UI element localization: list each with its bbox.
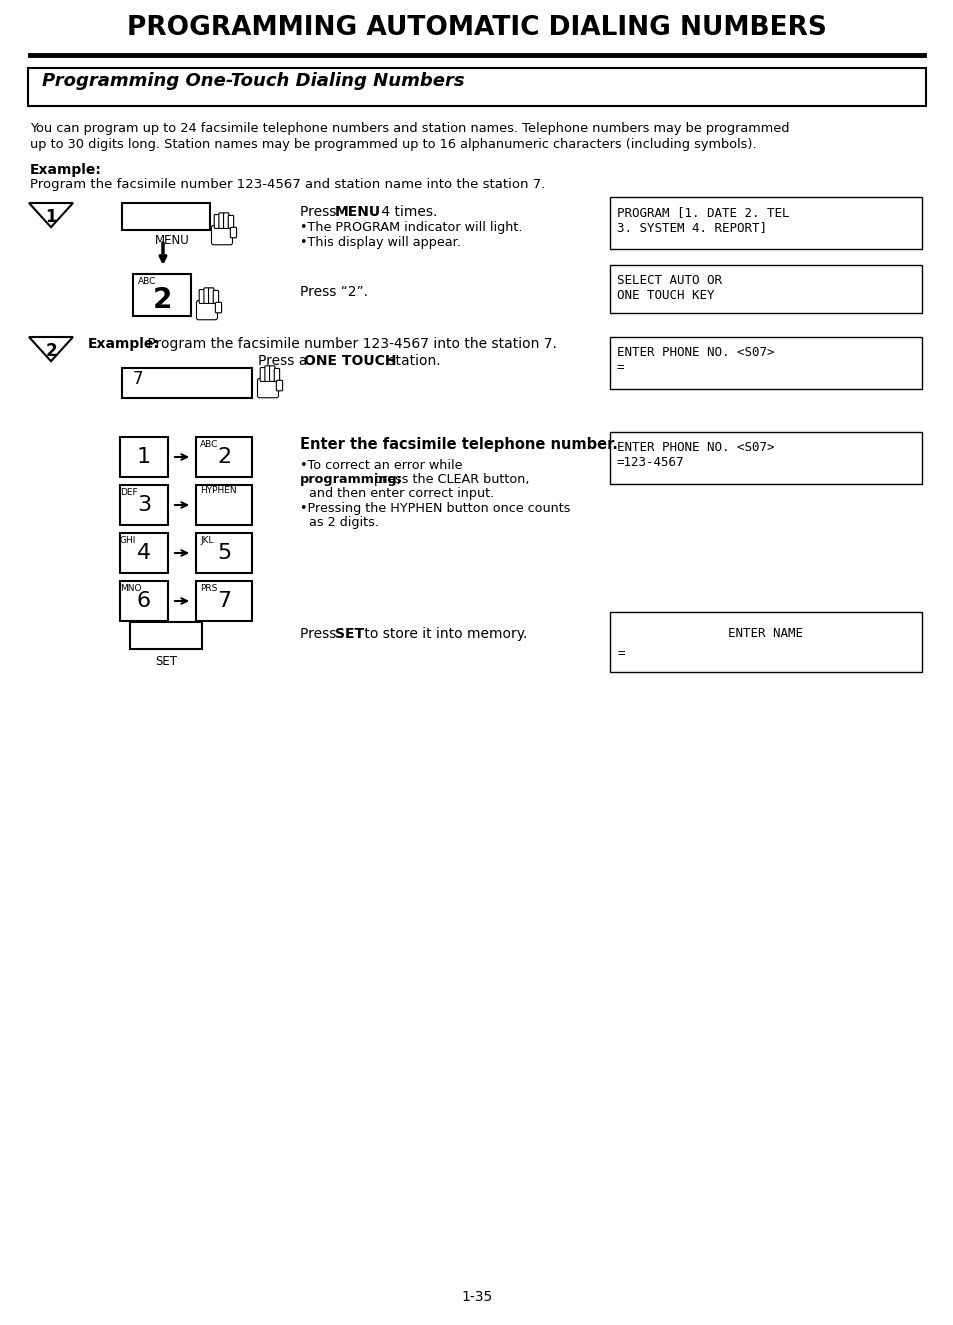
Text: 7: 7 [216, 591, 231, 611]
Text: SET: SET [335, 627, 364, 641]
FancyBboxPatch shape [265, 366, 270, 382]
Text: SET: SET [154, 655, 177, 668]
Text: MNO: MNO [120, 584, 141, 594]
Text: •To correct an error while: •To correct an error while [299, 458, 462, 472]
Bar [195, 485, 252, 525]
FancyBboxPatch shape [270, 366, 274, 382]
FancyBboxPatch shape [257, 379, 278, 398]
Text: ENTER PHONE NO. <S07>: ENTER PHONE NO. <S07> [617, 441, 774, 454]
Text: •The PROGRAM indicator will light.: •The PROGRAM indicator will light. [299, 221, 522, 235]
FancyBboxPatch shape [212, 225, 233, 245]
FancyBboxPatch shape [209, 288, 213, 303]
Bar [130, 621, 202, 649]
Text: 3. SYSTEM 4. REPORT]: 3. SYSTEM 4. REPORT] [617, 221, 766, 235]
Text: 6: 6 [137, 591, 151, 611]
Text: ABC: ABC [200, 440, 218, 449]
Text: as 2 digits.: as 2 digits. [309, 515, 378, 529]
Text: Press: Press [299, 627, 340, 641]
Text: PROGRAM [1. DATE 2. TEL: PROGRAM [1. DATE 2. TEL [617, 205, 789, 219]
Text: 1: 1 [45, 208, 56, 227]
FancyBboxPatch shape [230, 228, 236, 237]
Text: JKL: JKL [200, 537, 213, 545]
Text: 4 times.: 4 times. [376, 205, 436, 219]
Bar [132, 274, 191, 315]
Bar [122, 203, 210, 231]
Text: ONE TOUCH: ONE TOUCH [304, 354, 396, 368]
Text: 2: 2 [45, 342, 57, 360]
Bar [609, 612, 921, 672]
Text: DEF: DEF [120, 488, 137, 497]
Bar [195, 437, 252, 477]
Text: •This display will appear.: •This display will appear. [299, 236, 460, 249]
Text: Programming One-Touch Dialing Numbers: Programming One-Touch Dialing Numbers [42, 72, 464, 90]
Bar [120, 437, 168, 477]
Text: 1-35: 1-35 [461, 1291, 492, 1304]
Text: Example:: Example: [30, 163, 102, 178]
Text: Program the facsimile number 123-4567 and station name into the station 7.: Program the facsimile number 123-4567 an… [30, 178, 545, 191]
Bar [120, 533, 168, 572]
Text: =: = [617, 360, 624, 374]
Text: 2: 2 [216, 447, 231, 466]
Text: MENU: MENU [154, 235, 190, 246]
FancyBboxPatch shape [228, 216, 233, 228]
Text: GHI: GHI [120, 537, 136, 545]
Text: ABC: ABC [138, 277, 156, 286]
Text: station.: station. [384, 354, 440, 368]
Text: Enter the facsimile telephone number.: Enter the facsimile telephone number. [299, 437, 618, 452]
Text: press the CLEAR button,: press the CLEAR button, [370, 473, 529, 486]
Text: MENU: MENU [335, 205, 381, 219]
Text: HYPHEN: HYPHEN [200, 486, 236, 496]
Bar [195, 580, 252, 621]
Text: PROGRAMMING AUTOMATIC DIALING NUMBERS: PROGRAMMING AUTOMATIC DIALING NUMBERS [127, 15, 826, 41]
Text: ENTER PHONE NO. <S07>: ENTER PHONE NO. <S07> [617, 346, 774, 359]
Text: 7: 7 [132, 370, 143, 388]
Text: Program the facsimile number 123-4567 into the station 7.: Program the facsimile number 123-4567 in… [143, 337, 557, 351]
FancyBboxPatch shape [204, 288, 209, 303]
FancyBboxPatch shape [260, 367, 265, 382]
Text: Press a: Press a [257, 354, 312, 368]
Text: 2: 2 [152, 286, 172, 314]
Text: •Pressing the HYPHEN button once counts: •Pressing the HYPHEN button once counts [299, 502, 570, 515]
Bar [120, 580, 168, 621]
FancyBboxPatch shape [196, 301, 217, 319]
Text: up to 30 digits long. Station names may be programmed up to 16 alphanumeric char: up to 30 digits long. Station names may … [30, 138, 756, 151]
Text: Example:: Example: [88, 337, 160, 351]
Bar [609, 432, 921, 484]
Text: and then enter correct input.: and then enter correct input. [309, 488, 494, 500]
Bar [195, 533, 252, 572]
Bar [120, 485, 168, 525]
Text: ONE TOUCH KEY: ONE TOUCH KEY [617, 289, 714, 302]
Text: Press “2”.: Press “2”. [299, 285, 368, 299]
Bar [609, 197, 921, 249]
FancyBboxPatch shape [213, 290, 218, 303]
Text: 3: 3 [137, 496, 151, 515]
FancyBboxPatch shape [218, 213, 224, 228]
Bar [609, 265, 921, 313]
Text: =123-4567: =123-4567 [617, 456, 684, 469]
Bar [122, 368, 252, 398]
FancyBboxPatch shape [214, 215, 219, 228]
Text: SELECT AUTO OR: SELECT AUTO OR [617, 274, 721, 288]
Text: to store it into memory.: to store it into memory. [359, 627, 527, 641]
Text: 5: 5 [216, 543, 231, 563]
Text: programming;: programming; [299, 473, 402, 486]
FancyBboxPatch shape [223, 213, 229, 228]
Text: =: = [618, 647, 625, 660]
FancyBboxPatch shape [215, 302, 221, 313]
FancyBboxPatch shape [199, 290, 204, 303]
Text: 1: 1 [137, 447, 151, 466]
Text: You can program up to 24 facsimile telephone numbers and station names. Telephon: You can program up to 24 facsimile telep… [30, 122, 789, 135]
Text: PRS: PRS [200, 584, 217, 594]
Text: ENTER NAME: ENTER NAME [728, 627, 802, 640]
FancyBboxPatch shape [274, 368, 279, 382]
Bar [28, 68, 925, 106]
Text: 4: 4 [137, 543, 151, 563]
Text: Press: Press [299, 205, 340, 219]
FancyBboxPatch shape [276, 380, 282, 391]
Bar [609, 337, 921, 390]
